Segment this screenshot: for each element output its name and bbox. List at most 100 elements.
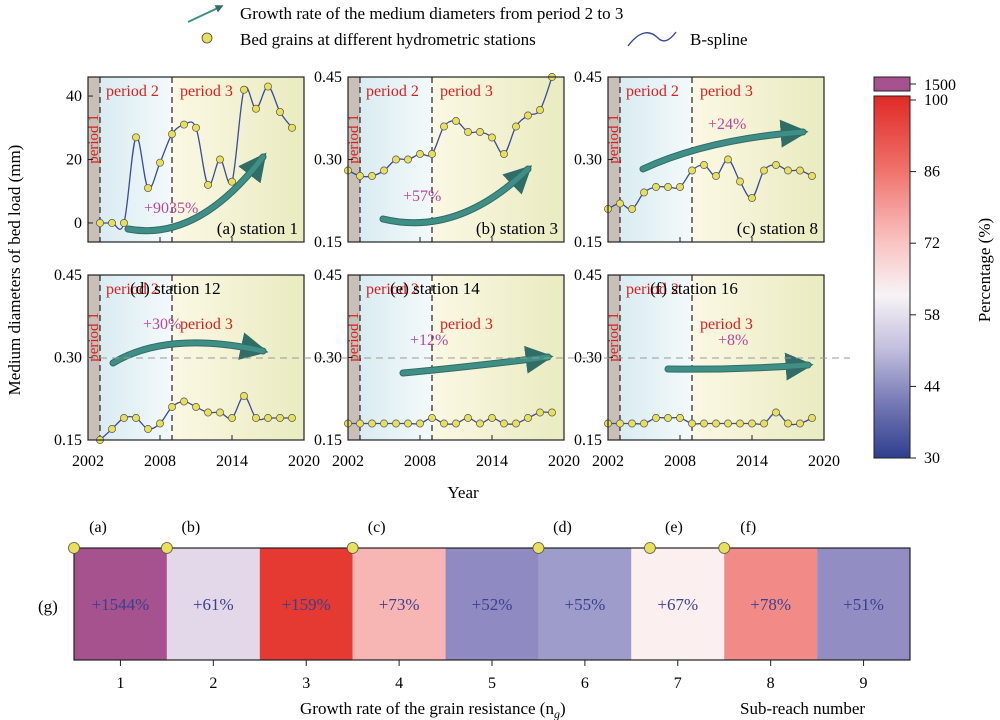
growth-rate-label: +24%	[708, 116, 746, 133]
period-3-band	[692, 275, 824, 440]
heatmap-cell-1	[74, 548, 167, 660]
growth-arrow	[399, 345, 554, 377]
period-1-label: period 1	[86, 114, 102, 164]
y-tick-label: 0.15	[54, 432, 82, 449]
period-1-label: period 1	[86, 312, 102, 362]
heatmap-panel-label: (g)	[38, 597, 58, 616]
x-tick-label-2008: 2008	[664, 453, 696, 470]
heatmap-cell-4	[352, 548, 446, 660]
colorbar-tick-label: 72	[924, 235, 940, 252]
data-point-2012	[204, 408, 212, 417]
data-point-2016	[512, 419, 520, 428]
heatmap-frame	[73, 547, 911, 661]
growth-arrow	[379, 165, 533, 227]
heatmap-cell-5	[445, 548, 539, 660]
data-point-2006	[132, 414, 140, 422]
x-tick-label-2014: 2014	[736, 453, 768, 470]
heatmap-x-tick-label: 5	[488, 675, 496, 692]
data-point-2013	[736, 177, 744, 186]
heatmap-cell-label: +61%	[193, 595, 234, 614]
data-point-2012	[464, 128, 472, 136]
colorbar-tick-label: 100	[924, 92, 948, 109]
data-point-2013	[476, 419, 484, 428]
station-marker-0	[68, 542, 80, 554]
data-point-2017	[784, 419, 792, 428]
period-3-label: period 3	[180, 316, 233, 333]
colorbar-top-swatch	[873, 76, 911, 92]
data-point-2013	[216, 408, 224, 417]
heatmap-cell-label: +51%	[843, 595, 884, 614]
panel-title: (f) station 16	[650, 279, 738, 298]
growth-arrow-body	[125, 154, 266, 234]
data-point-2017	[784, 166, 792, 175]
data-point-2006	[392, 419, 400, 428]
data-point-2004	[108, 219, 116, 227]
data-point-2008	[676, 183, 684, 191]
period-2-label: period 2	[106, 83, 159, 100]
data-point-2017	[524, 111, 532, 120]
data-point-2009	[428, 414, 436, 422]
period-1-band	[608, 77, 620, 242]
heatmap-cell-9	[817, 548, 910, 660]
station-marker-4	[644, 542, 656, 554]
data-point-2017	[524, 414, 532, 422]
period-2-label: period 2	[366, 83, 419, 100]
heatmap-cell-label: +55%	[565, 595, 606, 614]
colorbar-top-label: 1500	[924, 77, 956, 94]
data-point-2004	[628, 205, 636, 213]
data-point-2003	[616, 419, 624, 428]
y-tick-label: 0.15	[314, 234, 342, 251]
legend-spline-label: B-spline	[690, 30, 748, 49]
growth-rate-label: +12%	[410, 332, 448, 349]
data-point-2007	[144, 425, 152, 433]
data-point-2015	[760, 419, 768, 428]
y-tick-label: 0.15	[314, 432, 342, 449]
data-point-2015	[240, 85, 248, 94]
data-point-2011	[192, 403, 200, 411]
heatmap-cell-6	[538, 548, 632, 660]
data-point-2011	[452, 419, 460, 428]
y-tick-label: 0.45	[54, 267, 82, 284]
station-marker-5	[718, 542, 731, 554]
y-axis-label: Medium diameters of bed load (mm)	[5, 145, 24, 396]
y-tick-label: 0.30	[54, 350, 82, 367]
data-point-2008	[156, 158, 164, 167]
x-axis-label: Year	[447, 483, 479, 502]
panel-title: (c) station 8	[737, 219, 818, 238]
growth-arrow	[124, 152, 267, 235]
data-point-2018	[796, 419, 804, 428]
station-marker-label: (b)	[182, 519, 201, 536]
x-tick-label-2014: 2014	[476, 453, 508, 470]
period-3-label: period 3	[440, 316, 493, 333]
data-point-2014	[228, 177, 236, 186]
y-tick-label: 0.30	[574, 350, 602, 367]
period-1-label: period 1	[346, 312, 362, 362]
period-1-band	[348, 77, 360, 242]
data-point-2014	[228, 414, 236, 422]
growth-arrow	[109, 332, 269, 367]
data-point-2003	[356, 419, 364, 428]
y-tick-label: 40	[66, 88, 82, 105]
period-3-band	[692, 77, 824, 242]
x-tick-label-2020: 2020	[548, 453, 580, 470]
colorbar-tick-label: 30	[924, 450, 940, 467]
data-point-2016	[772, 408, 780, 417]
heatmap-cell-2	[166, 548, 260, 660]
data-point-2016	[252, 414, 260, 422]
period-2-label: period 2	[366, 281, 419, 298]
data-point-2007	[404, 419, 412, 428]
growth-rate-label: +8%	[718, 332, 748, 349]
data-point-2007	[404, 155, 412, 164]
station-marker-3	[532, 542, 545, 554]
period-1-band	[608, 275, 620, 440]
y-tick-label: 0.45	[574, 267, 602, 284]
heatmap-x-label-tail: )	[560, 699, 566, 718]
heatmap-x-tick-label: 4	[395, 675, 403, 692]
panel-title: (a) station 1	[217, 219, 298, 238]
data-point-2015	[240, 392, 248, 400]
heatmap-x-label-main: Growth rate of the grain resistance (n	[300, 699, 554, 718]
legend-dot-icon	[201, 32, 213, 44]
legend-arrow-icon	[187, 5, 224, 23]
